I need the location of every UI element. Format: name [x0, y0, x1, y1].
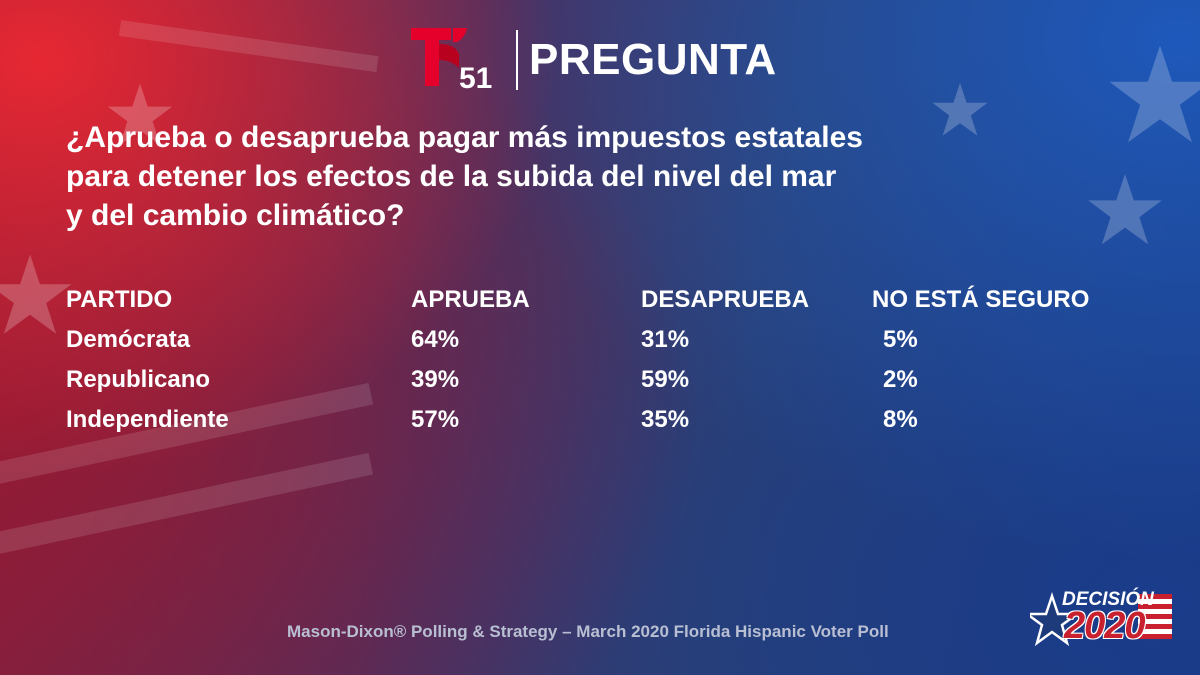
question-line: y del cambio climático?	[66, 199, 405, 232]
disapprove-value: 35%	[641, 406, 690, 433]
background-star-icon	[1109, 45, 1200, 143]
column-header-party: PARTIDO	[66, 286, 173, 313]
telemundo-logo-icon: 51	[411, 28, 492, 92]
poll-question: ¿Aprueba o desaprueba pagar más impuesto…	[66, 118, 1066, 235]
results-table: PARTIDO APRUEBA DESAPRUEBA NO ESTÁ SEGUR…	[66, 282, 1136, 442]
party-name: Demócrata	[66, 326, 191, 353]
decision-2020-badge: DECISIÓN 2020	[1030, 588, 1175, 650]
table-row: Independiente 57% 35% 8%	[66, 402, 1136, 442]
disapprove-value: 59%	[641, 366, 690, 393]
badge-label: DECISIÓN	[1062, 589, 1154, 610]
column-header-unsure: NO ESTÁ SEGURO	[872, 286, 1090, 313]
page-title: PREGUNTA	[529, 35, 777, 84]
background-star-icon	[1088, 174, 1162, 245]
unsure-value: 2%	[883, 366, 918, 393]
unsure-value: 8%	[883, 406, 918, 433]
approve-value: 64%	[411, 326, 460, 353]
table-header-row: PARTIDO APRUEBA DESAPRUEBA NO ESTÁ SEGUR…	[66, 282, 1136, 322]
column-header-approve: APRUEBA	[411, 286, 530, 313]
question-line: para detener los efectos de la subida de…	[66, 160, 837, 193]
badge-flag-icon	[1030, 592, 1172, 647]
disapprove-value: 31%	[641, 326, 690, 353]
table-row: Demócrata 64% 31% 5%	[66, 322, 1136, 362]
header-divider	[516, 30, 518, 90]
party-name: Independiente	[66, 406, 229, 433]
unsure-value: 5%	[883, 326, 918, 353]
background-star-icon	[0, 254, 72, 334]
approve-value: 39%	[411, 366, 460, 393]
source-credit: Mason-Dixon® Polling & Strategy – March …	[287, 622, 889, 641]
background-stripe	[118, 20, 379, 73]
table-row: Republicano 39% 59% 2%	[66, 362, 1136, 402]
background-star-icon	[932, 83, 988, 136]
question-line: ¿Aprueba o desaprueba pagar más impuesto…	[66, 121, 863, 154]
background-star-icon	[107, 83, 173, 146]
badge-year: 2020	[1064, 605, 1146, 647]
logo-number: 51	[459, 62, 492, 92]
party-name: Republicano	[66, 366, 211, 393]
column-header-disapprove: DESAPRUEBA	[641, 286, 810, 313]
approve-value: 57%	[411, 406, 460, 433]
